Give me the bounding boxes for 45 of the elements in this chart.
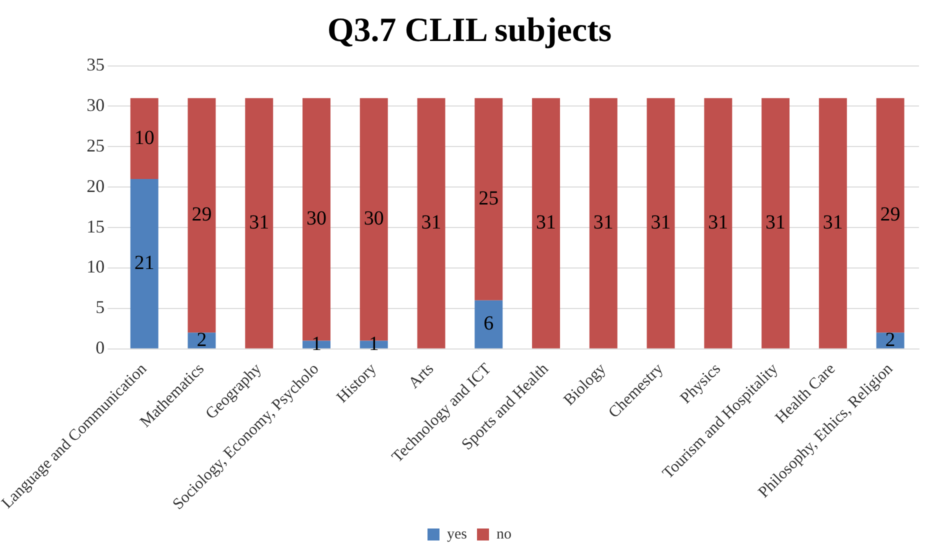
data-label: 31 [593, 212, 614, 234]
data-label: 31 [421, 212, 442, 234]
legend-label: yes [447, 526, 468, 542]
data-label: 6 [484, 312, 494, 335]
bar [818, 98, 847, 348]
bar [876, 332, 904, 348]
bar [188, 98, 216, 333]
data-label: 29 [192, 204, 212, 226]
data-label: 30 [364, 208, 384, 230]
y-tick-label: 30 [86, 94, 105, 115]
bar [130, 179, 158, 348]
y-tick-label: 5 [96, 297, 105, 318]
data-label: 10 [134, 126, 154, 149]
y-tick-label: 10 [86, 256, 105, 277]
data-label: 31 [536, 212, 556, 234]
data-label: 29 [880, 204, 900, 226]
data-label: 2 [196, 328, 207, 351]
bar [876, 98, 904, 333]
chart-title: Q3.7 CLIL subjects [326, 12, 613, 51]
bar [474, 300, 503, 348]
bar [646, 98, 675, 348]
bar [130, 98, 158, 180]
legend-label: no [496, 526, 512, 542]
data-label: 25 [478, 187, 499, 210]
data-label: 21 [134, 252, 154, 274]
x-tick-label: Arts [406, 360, 438, 392]
data-label: 31 [249, 212, 270, 234]
data-label: 31 [650, 212, 671, 234]
bar [417, 98, 446, 348]
data-label: 30 [306, 208, 326, 230]
bar [245, 98, 274, 348]
bar [704, 98, 732, 348]
bar [532, 98, 560, 348]
data-label: 2 [885, 328, 896, 351]
data-label: 31 [708, 212, 728, 234]
y-tick-label: 15 [86, 216, 105, 236]
bar [762, 98, 790, 348]
y-tick-label: 20 [86, 176, 105, 196]
bar [589, 98, 618, 348]
data-label: 31 [822, 212, 843, 234]
data-label: 31 [766, 212, 786, 234]
y-tick-label: 0 [96, 338, 105, 358]
bar [474, 98, 503, 300]
y-tick-label: 35 [86, 54, 105, 75]
y-tick-label: 25 [86, 135, 105, 156]
